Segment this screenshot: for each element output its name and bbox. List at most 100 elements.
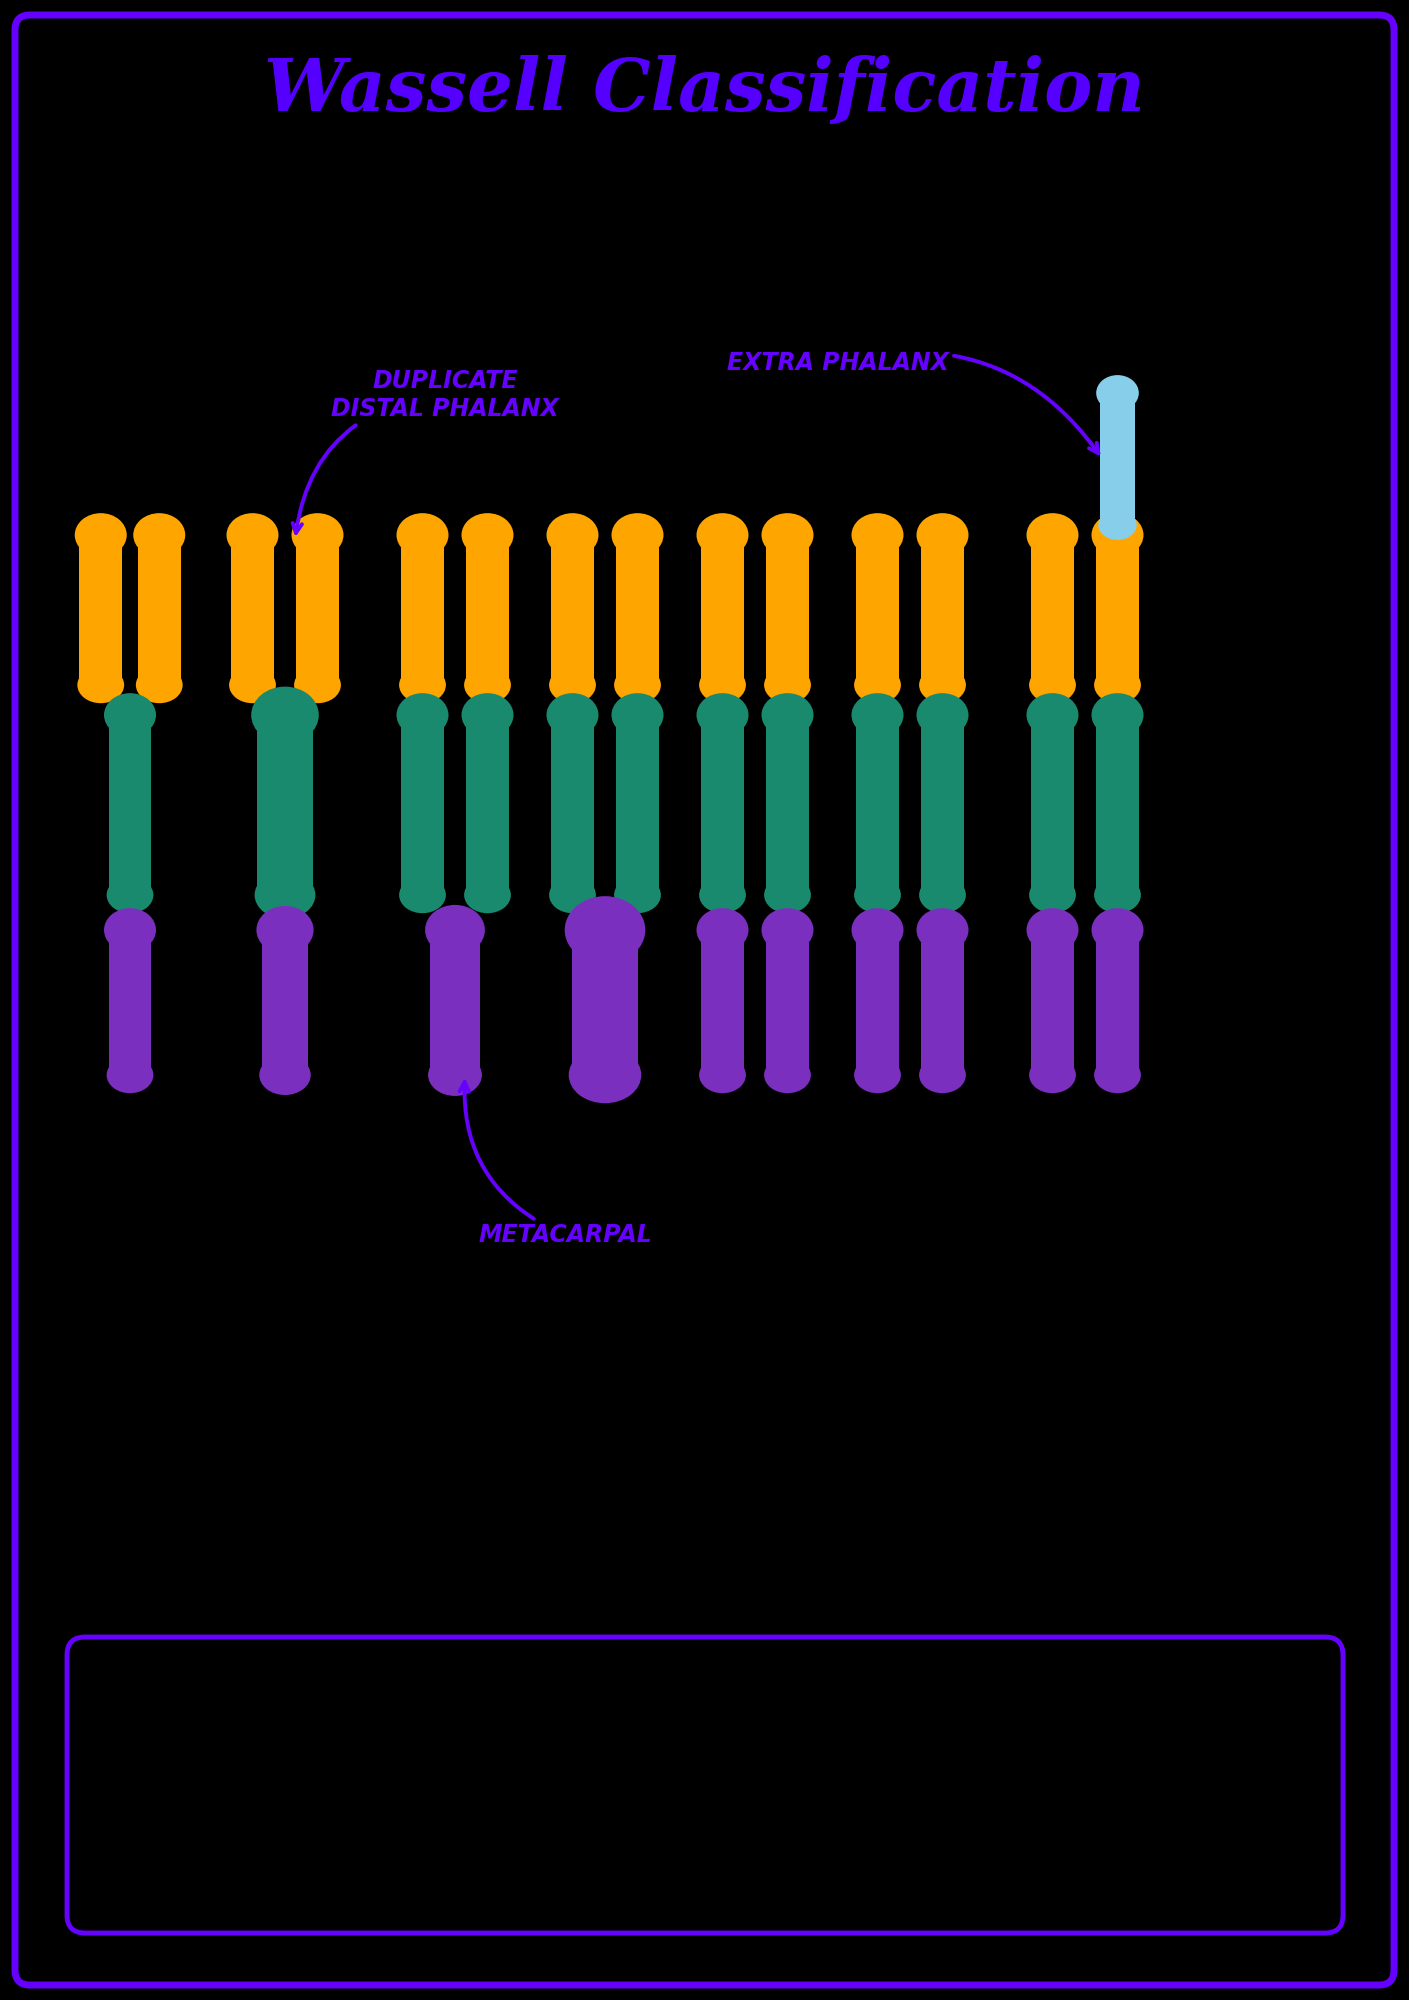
Ellipse shape xyxy=(259,1054,311,1096)
FancyBboxPatch shape xyxy=(1031,716,1074,896)
Ellipse shape xyxy=(854,876,900,914)
Ellipse shape xyxy=(851,514,903,556)
Ellipse shape xyxy=(1029,666,1076,704)
Ellipse shape xyxy=(1027,908,1078,952)
Ellipse shape xyxy=(292,514,344,556)
FancyBboxPatch shape xyxy=(1100,392,1136,524)
Ellipse shape xyxy=(1027,514,1078,556)
Ellipse shape xyxy=(426,904,485,956)
Ellipse shape xyxy=(696,908,748,952)
FancyBboxPatch shape xyxy=(431,930,479,1076)
FancyBboxPatch shape xyxy=(551,534,593,684)
FancyBboxPatch shape xyxy=(766,534,809,684)
Ellipse shape xyxy=(547,514,599,556)
Ellipse shape xyxy=(761,908,813,952)
Ellipse shape xyxy=(1092,694,1144,736)
Ellipse shape xyxy=(104,908,156,952)
Ellipse shape xyxy=(761,514,813,556)
Ellipse shape xyxy=(916,908,968,952)
FancyBboxPatch shape xyxy=(616,534,659,684)
Ellipse shape xyxy=(1092,514,1144,556)
Ellipse shape xyxy=(399,666,445,704)
Ellipse shape xyxy=(614,666,661,704)
FancyBboxPatch shape xyxy=(1096,534,1138,684)
Ellipse shape xyxy=(569,1046,641,1104)
Ellipse shape xyxy=(135,666,183,704)
Ellipse shape xyxy=(251,686,318,744)
Ellipse shape xyxy=(462,694,513,736)
Ellipse shape xyxy=(1029,1056,1076,1094)
Ellipse shape xyxy=(294,666,341,704)
Ellipse shape xyxy=(1095,876,1141,914)
Ellipse shape xyxy=(396,694,448,736)
FancyBboxPatch shape xyxy=(1031,534,1074,684)
FancyBboxPatch shape xyxy=(702,930,744,1076)
Ellipse shape xyxy=(1096,376,1138,410)
FancyBboxPatch shape xyxy=(108,930,151,1076)
FancyBboxPatch shape xyxy=(466,716,509,896)
Ellipse shape xyxy=(851,908,903,952)
FancyBboxPatch shape xyxy=(857,534,899,684)
FancyBboxPatch shape xyxy=(402,716,444,896)
Ellipse shape xyxy=(851,694,903,736)
Ellipse shape xyxy=(699,666,745,704)
Ellipse shape xyxy=(565,896,645,964)
Ellipse shape xyxy=(256,906,314,954)
FancyBboxPatch shape xyxy=(138,534,180,684)
Ellipse shape xyxy=(230,666,276,704)
FancyBboxPatch shape xyxy=(702,716,744,896)
Ellipse shape xyxy=(464,876,511,914)
Ellipse shape xyxy=(134,514,185,556)
FancyBboxPatch shape xyxy=(921,534,964,684)
FancyBboxPatch shape xyxy=(1031,930,1074,1076)
Ellipse shape xyxy=(104,694,156,736)
Ellipse shape xyxy=(854,666,900,704)
Ellipse shape xyxy=(1095,666,1141,704)
Text: METACARPAL: METACARPAL xyxy=(459,1082,652,1248)
FancyBboxPatch shape xyxy=(857,716,899,896)
Ellipse shape xyxy=(614,876,661,914)
Ellipse shape xyxy=(547,694,599,736)
Ellipse shape xyxy=(77,666,124,704)
Ellipse shape xyxy=(696,514,748,556)
FancyBboxPatch shape xyxy=(68,1636,1343,1932)
FancyBboxPatch shape xyxy=(572,930,638,1076)
Ellipse shape xyxy=(764,666,812,704)
FancyBboxPatch shape xyxy=(108,716,151,896)
Ellipse shape xyxy=(75,514,127,556)
Ellipse shape xyxy=(1095,1056,1141,1094)
Text: Wassell Classification: Wassell Classification xyxy=(263,54,1144,126)
Text: EXTRA PHALANX: EXTRA PHALANX xyxy=(727,352,1099,454)
Ellipse shape xyxy=(462,514,513,556)
Ellipse shape xyxy=(255,872,316,918)
Ellipse shape xyxy=(227,514,279,556)
Ellipse shape xyxy=(916,514,968,556)
FancyBboxPatch shape xyxy=(921,930,964,1076)
FancyBboxPatch shape xyxy=(231,534,273,684)
Ellipse shape xyxy=(612,514,664,556)
FancyBboxPatch shape xyxy=(79,534,123,684)
Text: DUPLICATE
DISTAL PHALANX: DUPLICATE DISTAL PHALANX xyxy=(293,370,559,532)
FancyBboxPatch shape xyxy=(262,930,309,1076)
FancyBboxPatch shape xyxy=(616,716,659,896)
Ellipse shape xyxy=(764,1056,812,1094)
FancyBboxPatch shape xyxy=(766,716,809,896)
FancyBboxPatch shape xyxy=(857,930,899,1076)
FancyBboxPatch shape xyxy=(921,716,964,896)
Ellipse shape xyxy=(699,1056,745,1094)
Ellipse shape xyxy=(550,876,596,914)
FancyBboxPatch shape xyxy=(551,716,593,896)
FancyBboxPatch shape xyxy=(766,930,809,1076)
Ellipse shape xyxy=(919,666,967,704)
Ellipse shape xyxy=(696,694,748,736)
Ellipse shape xyxy=(1098,510,1137,540)
Ellipse shape xyxy=(428,1054,482,1096)
FancyBboxPatch shape xyxy=(1096,930,1138,1076)
Ellipse shape xyxy=(107,1056,154,1094)
FancyBboxPatch shape xyxy=(466,534,509,684)
Ellipse shape xyxy=(107,876,154,914)
Ellipse shape xyxy=(764,876,812,914)
Ellipse shape xyxy=(1029,876,1076,914)
Ellipse shape xyxy=(464,666,511,704)
FancyBboxPatch shape xyxy=(402,534,444,684)
